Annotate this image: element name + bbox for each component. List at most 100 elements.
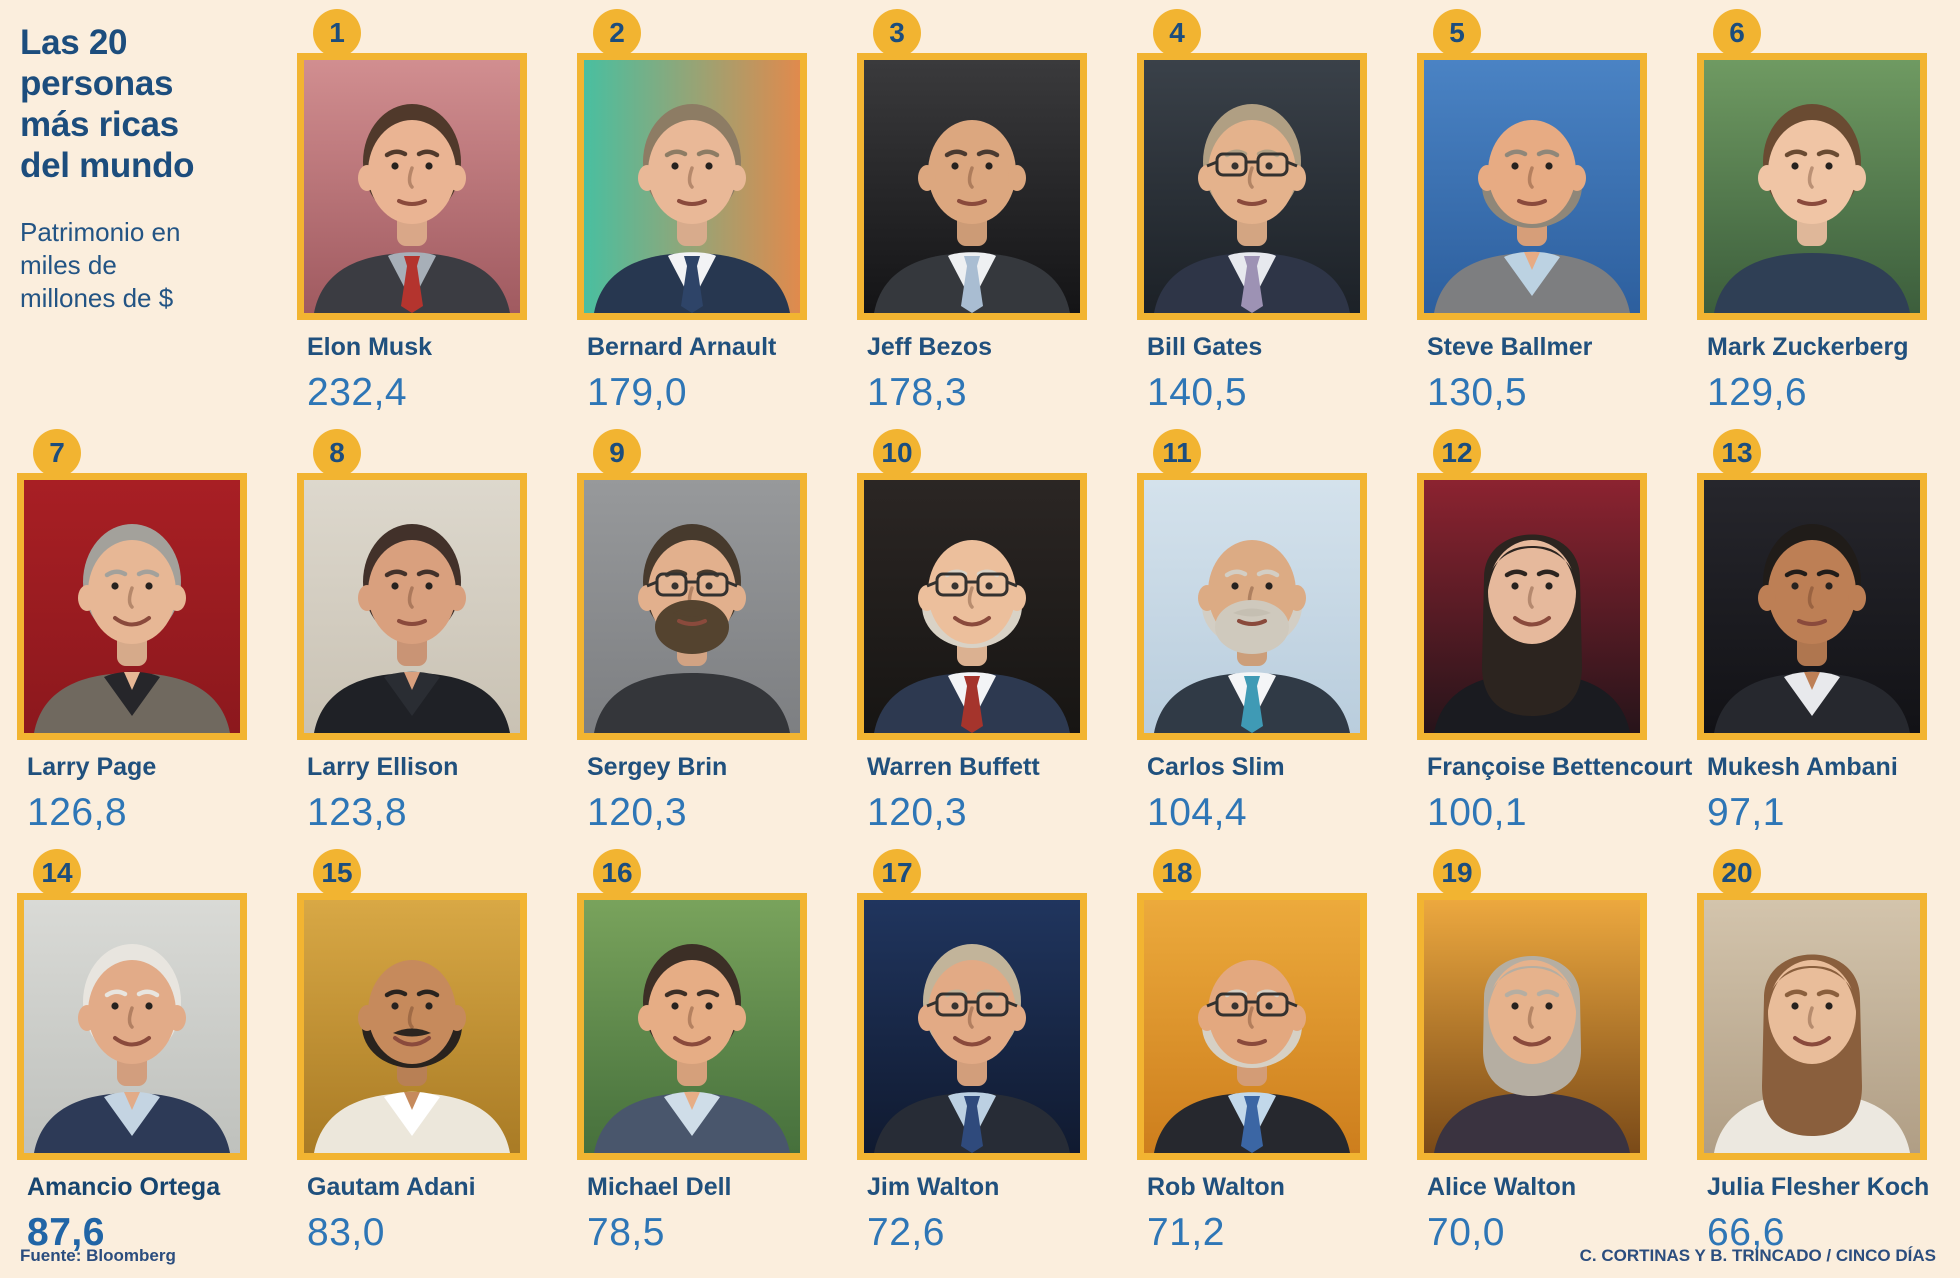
portrait-photo [584, 60, 800, 313]
portrait-photo [864, 480, 1080, 733]
rank-badge: 15 [313, 849, 361, 897]
person-value: 120,3 [867, 791, 968, 834]
person-name: Alice Walton [1427, 1173, 1577, 1201]
rank-badge: 10 [873, 429, 921, 477]
portrait-avatar [24, 900, 240, 1153]
rank-badge: 7 [33, 429, 81, 477]
portrait-frame [577, 473, 807, 740]
portrait-frame [1697, 473, 1927, 740]
rank-badge: 16 [593, 849, 641, 897]
portrait-photo [1424, 60, 1640, 313]
person-value: 130,5 [1427, 371, 1528, 414]
person-card: 3 Jeff Bezos 178,3 [857, 9, 1087, 415]
portrait-photo [1704, 60, 1920, 313]
person-value: 87,6 [27, 1211, 105, 1254]
person-card: 1 Elon Musk 232,4 [297, 9, 527, 415]
portrait-photo [584, 900, 800, 1153]
person-name: Rob Walton [1147, 1173, 1285, 1201]
portrait-avatar [304, 900, 520, 1153]
grid-row-2: 7 Larry Page 126,8 8 Larry Ellison 123,8… [17, 429, 1927, 835]
portrait-photo [304, 900, 520, 1153]
person-name: Julia Flesher Koch [1707, 1173, 1930, 1201]
portrait-avatar [864, 480, 1080, 733]
portrait-avatar [1424, 900, 1640, 1153]
person-name: Michael Dell [587, 1173, 732, 1201]
portrait-avatar [1144, 480, 1360, 733]
person-name: Steve Ballmer [1427, 333, 1593, 361]
person-name: Elon Musk [307, 333, 433, 361]
person-card: 12 Françoise Bettencourt 100,1 [1417, 429, 1693, 835]
person-card: 16 Michael Dell 78,5 [577, 849, 807, 1255]
portrait-frame [1417, 473, 1647, 740]
portrait-frame [17, 473, 247, 740]
person-card: 5 Steve Ballmer 130,5 [1417, 9, 1647, 415]
portrait-frame [297, 53, 527, 320]
portrait-photo [1424, 480, 1640, 733]
page-title: Las 20 personas más ricas del mundo [20, 23, 195, 185]
person-card: 6 Mark Zuckerberg 129,6 [1697, 9, 1927, 415]
person-value: 178,3 [867, 371, 968, 414]
person-name: Bernard Arnault [587, 333, 777, 361]
grid-row-3: 14 Amancio Ortega 87,6 15 Gautam Adani 8… [17, 849, 1930, 1255]
portrait-avatar [1424, 480, 1640, 733]
person-value: 97,1 [1707, 791, 1785, 834]
person-card: 17 Jim Walton 72,6 [857, 849, 1087, 1255]
rank-badge: 12 [1433, 429, 1481, 477]
person-value: 78,5 [587, 1211, 665, 1254]
portrait-photo [1144, 60, 1360, 313]
rank-badge: 5 [1433, 9, 1481, 57]
portrait-avatar [584, 480, 800, 733]
person-card: 2 Bernard Arnault 179,0 [577, 9, 807, 415]
portrait-photo [1424, 900, 1640, 1153]
portrait-avatar [584, 60, 800, 313]
portrait-avatar [304, 60, 520, 313]
rank-badge: 8 [313, 429, 361, 477]
person-value: 72,6 [867, 1211, 945, 1254]
person-card: 14 Amancio Ortega 87,6 [17, 849, 247, 1255]
person-card: 18 Rob Walton 71,2 [1137, 849, 1367, 1255]
portrait-frame [1697, 53, 1927, 320]
person-card: 11 Carlos Slim 104,4 [1137, 429, 1367, 835]
person-card: 9 Sergey Brin 120,3 [577, 429, 807, 835]
person-name: Sergey Brin [587, 753, 728, 781]
rank-badge: 1 [313, 9, 361, 57]
rank-badge: 14 [33, 849, 81, 897]
person-name: Larry Page [27, 753, 157, 781]
portrait-frame [1417, 893, 1647, 1160]
portrait-photo [1144, 480, 1360, 733]
rank-badge: 18 [1153, 849, 1201, 897]
rank-badge: 2 [593, 9, 641, 57]
portrait-frame [17, 893, 247, 1160]
portrait-photo [24, 900, 240, 1153]
person-name: Jeff Bezos [867, 333, 993, 361]
portrait-avatar [864, 900, 1080, 1153]
portrait-photo [1704, 900, 1920, 1153]
portrait-avatar [24, 480, 240, 733]
person-value: 232,4 [307, 371, 408, 414]
rank-badge: 4 [1153, 9, 1201, 57]
portrait-frame [297, 893, 527, 1160]
portrait-frame [1137, 473, 1367, 740]
person-name: Larry Ellison [307, 753, 459, 781]
person-name: Mukesh Ambani [1707, 753, 1898, 781]
portrait-photo [864, 900, 1080, 1153]
person-name: Warren Buffett [867, 753, 1040, 781]
person-name: Amancio Ortega [27, 1173, 221, 1201]
portrait-avatar [1144, 900, 1360, 1153]
portrait-photo [24, 480, 240, 733]
rank-badge: 9 [593, 429, 641, 477]
person-name: Gautam Adani [307, 1173, 476, 1201]
source-note: Fuente: Bloomberg [20, 1246, 176, 1265]
person-card: 7 Larry Page 126,8 [17, 429, 247, 835]
person-value: 120,3 [587, 791, 688, 834]
person-value: 129,6 [1707, 371, 1808, 414]
portrait-avatar [1704, 480, 1920, 733]
title-block: Las 20 personas más ricas del mundo Patr… [20, 22, 250, 315]
person-value: 83,0 [307, 1211, 385, 1254]
person-name: Françoise Bettencourt [1427, 753, 1693, 781]
portrait-avatar [584, 900, 800, 1153]
person-name: Bill Gates [1147, 333, 1263, 361]
portrait-photo [304, 480, 520, 733]
person-value: 179,0 [587, 371, 688, 414]
rank-badge: 20 [1713, 849, 1761, 897]
